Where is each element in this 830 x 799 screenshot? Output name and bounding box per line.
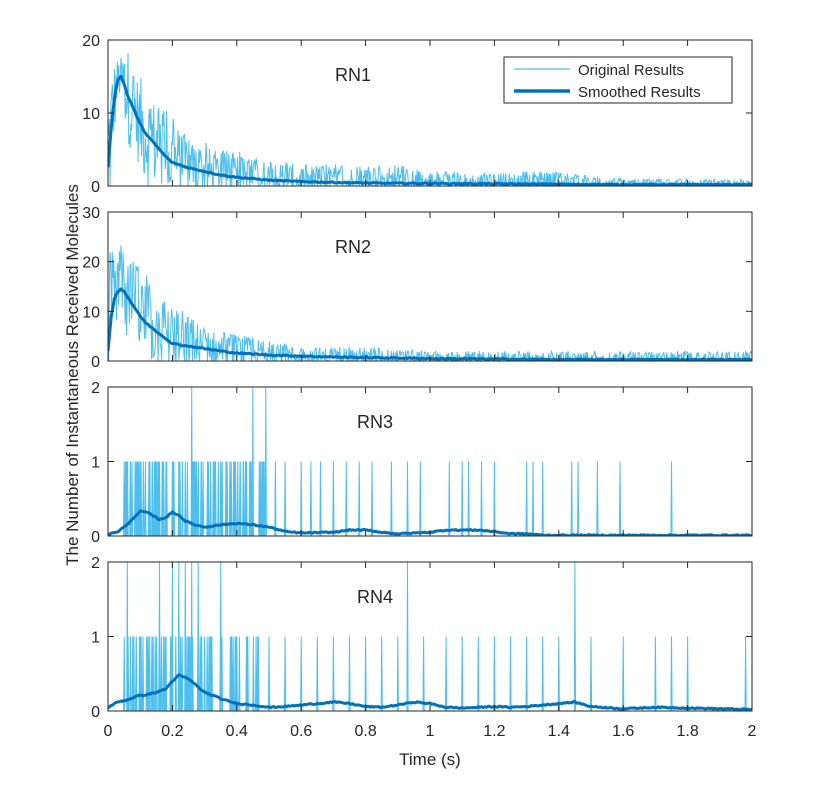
- legend: Original Results Smoothed Results: [503, 56, 733, 104]
- y-tick-label: 30: [82, 205, 100, 222]
- x-tick-label: 0.8: [354, 723, 376, 740]
- series-original-results: [108, 245, 752, 361]
- y-tick-label: 1: [91, 455, 100, 472]
- x-tick-label: 1: [426, 723, 435, 740]
- panel-rn3: 0 1 2 RN3: [91, 380, 753, 546]
- y-tick-label: 20: [82, 33, 100, 50]
- x-axis-label: Time (s): [399, 750, 461, 769]
- panel-title: RN4: [357, 587, 393, 607]
- y-tick-label: 2: [91, 380, 100, 397]
- x-tick-label: 1.2: [483, 723, 505, 740]
- x-tick-label: 1.6: [612, 723, 634, 740]
- y-tick-label: 10: [82, 106, 100, 123]
- x-tick-label: 2: [748, 723, 757, 740]
- series-original-results: [108, 562, 752, 711]
- panel-title: RN3: [357, 412, 393, 432]
- x-tick-label: 0.6: [290, 723, 312, 740]
- series-smoothed-results: [108, 673, 752, 711]
- panel-title: RN1: [335, 65, 371, 85]
- y-axis-label: The Number of Instantaneous Received Mol…: [63, 184, 82, 566]
- y-tick-label: 0: [91, 704, 100, 721]
- panel-rn2: 0 10 20 30 RN2: [82, 205, 753, 371]
- y-tick-label: 2: [91, 555, 100, 572]
- panel-title: RN2: [335, 237, 371, 257]
- axes-box: [107, 211, 753, 362]
- y-tick-label: 0: [91, 529, 100, 546]
- panel-rn4: 0 1 2 0 0.2 0.4 0.6 0.8 1 1.2 1.4 1.6 1.8 2 RN4: [91, 555, 756, 740]
- y-tick-label: 1: [91, 630, 100, 647]
- y-tick-label: 10: [82, 304, 100, 321]
- series-smoothed-results: [108, 287, 752, 361]
- axes-box: [107, 386, 753, 537]
- x-tick-label: 0.2: [161, 723, 183, 740]
- x-tick-label: 1.4: [548, 723, 570, 740]
- y-tick-label: 0: [91, 354, 100, 371]
- legend-smoothed-label: Smoothed Results: [578, 84, 701, 101]
- panel-rn1: 0 10 20 RN1: [82, 33, 753, 196]
- y-tick-label: 0: [91, 179, 100, 196]
- series-original-results: [108, 387, 752, 536]
- legend-box: [503, 56, 733, 104]
- y-tick-label: 20: [82, 255, 100, 272]
- x-tick-label: 1.8: [676, 723, 698, 740]
- x-tick-label: 0: [104, 723, 113, 740]
- legend-original-label: Original Results: [578, 62, 684, 79]
- x-tick-label: 0.4: [226, 723, 248, 740]
